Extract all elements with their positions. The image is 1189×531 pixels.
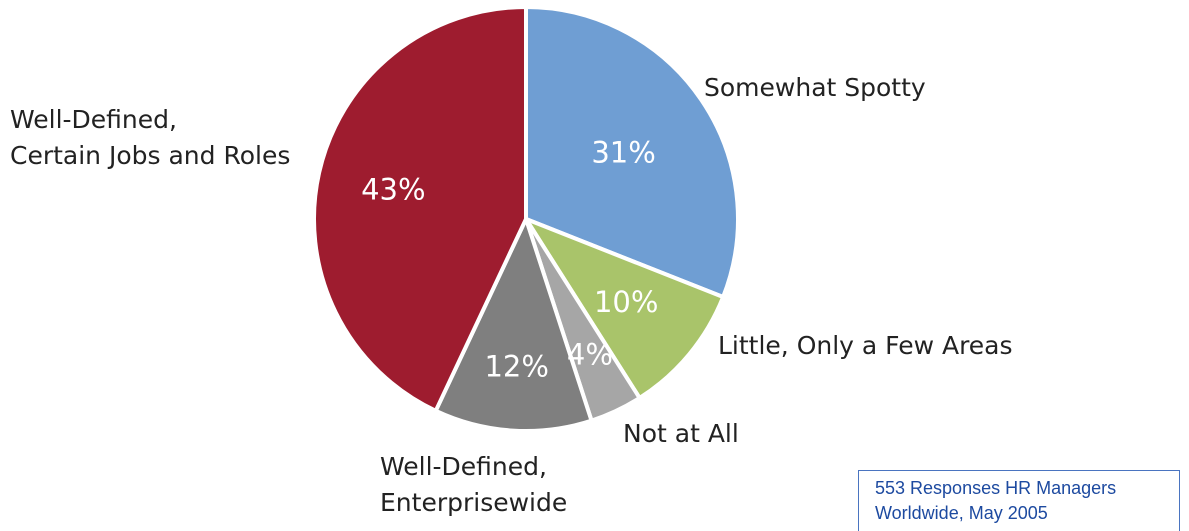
slice-category-label-line: Well-Defined,: [380, 452, 547, 481]
percent-labels-layer: 31% 10% 4% 12% 43%: [361, 136, 658, 384]
slice-category-label-line: Little, Only a Few Areas: [718, 331, 1013, 360]
slice-category-label-line: Enterprisewide: [380, 488, 567, 517]
source-note-line1: 553 Responses HR Managers: [875, 478, 1117, 498]
slice-percent-label-4: 43%: [361, 172, 425, 206]
pie-slice-0: [524, 5, 740, 300]
source-note: 553 Responses HR Managers Worldwide, May…: [858, 470, 1180, 531]
slice-percent-label-0: 31%: [591, 136, 655, 170]
slice-category-label-line: Well-Defined,: [10, 105, 177, 134]
slice-category-label-line: Somewhat Spotty: [704, 73, 926, 102]
pie-slice-1: [524, 217, 726, 400]
slice-percent-label-3: 12%: [484, 350, 548, 384]
slice-category-label-3: Well-Defined, Enterprisewide: [380, 452, 567, 517]
category-labels-layer: Somewhat Spotty Little, Only a Few Areas N…: [10, 73, 1013, 517]
slice-category-label-2: Not at All: [623, 419, 739, 448]
slice-category-label-line: Certain Jobs and Roles: [10, 141, 290, 170]
slice-category-label-4: Well-Defined, Certain Jobs and Roles: [10, 105, 290, 170]
slice-percent-label-1: 10%: [594, 285, 658, 319]
slice-percent-label-2: 4%: [567, 338, 613, 372]
slices-layer: [312, 5, 740, 433]
pie-slice-3: [433, 217, 594, 433]
slice-category-label-1: Little, Only a Few Areas: [718, 331, 1013, 360]
slice-category-label-0: Somewhat Spotty: [704, 73, 926, 102]
slice-category-label-line: Not at All: [623, 419, 739, 448]
source-note-line2: Worldwide, May 2005: [875, 503, 1048, 523]
pie-slice-4: [312, 5, 528, 413]
